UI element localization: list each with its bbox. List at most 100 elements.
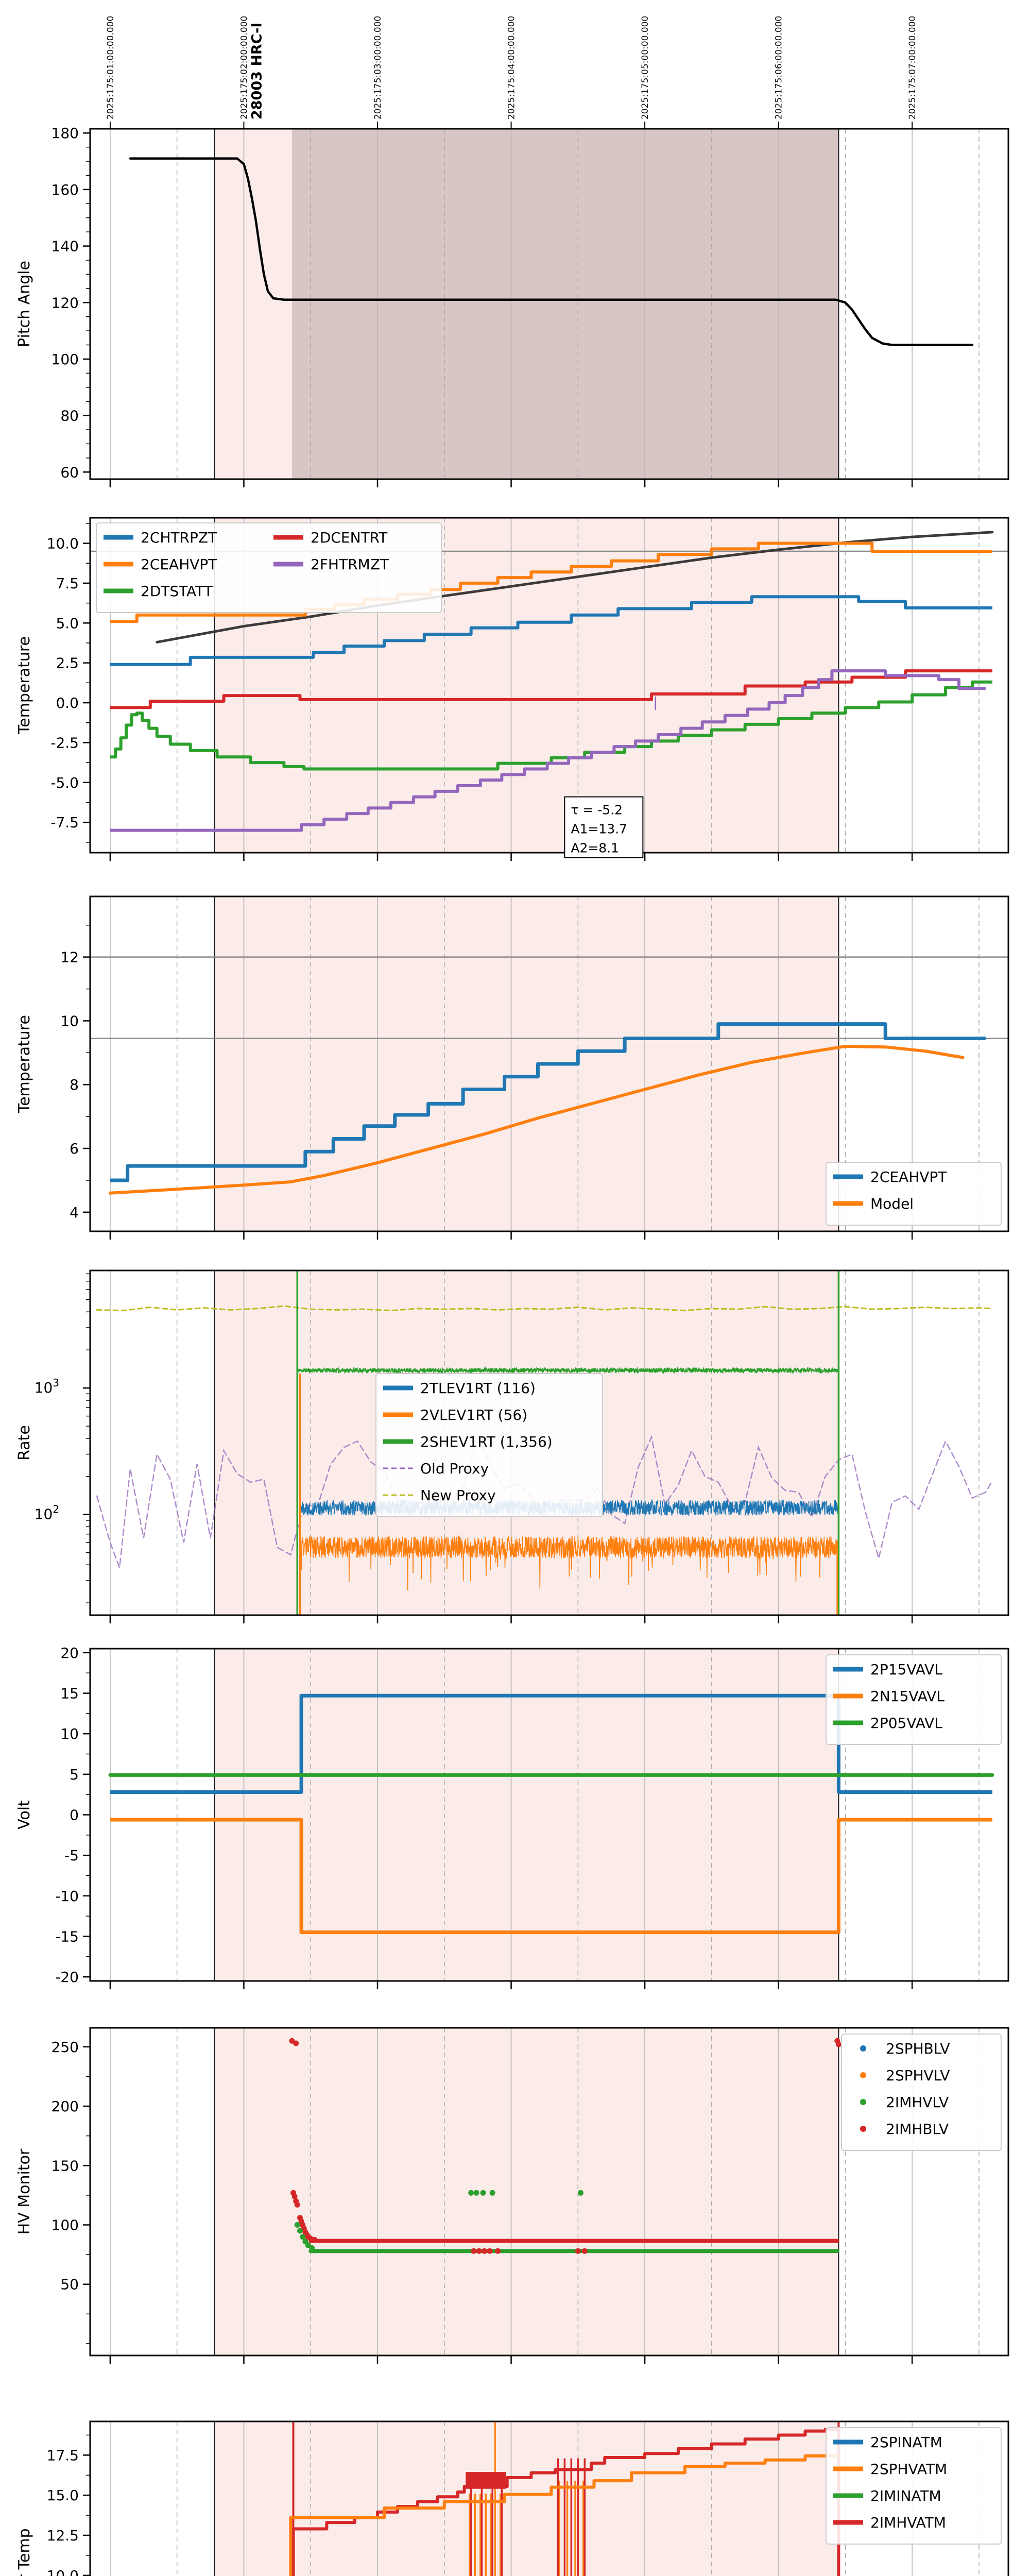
point-2IMHVLV [309,2245,315,2251]
fit-annotation-line: A1=13.7 [571,822,627,837]
legend-marker-dot [860,2072,866,2078]
y-tick-label: 180 [52,125,79,142]
y-tick-label: 103 [35,1377,59,1396]
y-tick-label: 50 [60,2276,79,2293]
y-tick-label: 100 [52,351,79,368]
legend-label: 2SPHVLV [886,2067,950,2084]
utc-time-label: 2025:175:04:00:00.000 [507,16,517,120]
point-2IMHBLV [495,2248,501,2254]
plot-area-pitch-angle [110,129,980,479]
plot-area-detector-temp [110,2421,980,2576]
utc-time-label: 2025:175:05:00:00.000 [640,16,650,120]
point-2IMHVLV [577,2190,583,2196]
fit-annotation-line: τ = -5.2 [571,803,623,818]
y-tick-label: 7.5 [56,575,79,592]
y-tick-label: 2.5 [56,655,79,672]
series-2IMHVATM [291,2428,840,2576]
legend-label: 2DTSTATT [141,583,213,600]
y-tick-label: 12.5 [47,2527,79,2544]
legend-label: 2SPHBLV [886,2040,950,2057]
y-axis-title: Volt [15,1800,33,1829]
legend-label: 2IMHBLV [886,2121,949,2138]
series-2DCENTRT [110,669,992,709]
legend-label: 2P15VAVL [870,1661,942,1678]
point-2IMHBLV [482,2248,488,2254]
point-2IMHVLV [480,2190,486,2196]
y-tick-label: 10 [60,1725,79,1742]
y-tick-label: 6 [70,1140,79,1157]
plot-temperature-1: -7.5 -5.0 -2.5 0.0 2.5 5.0 7.5 10.0 Temperature τ… [15,517,1009,861]
legend-label: 2P05VAVL [870,1715,942,1732]
legend-label: 2IMHVLV [886,2094,949,2111]
y-tick-label: -5 [64,1847,79,1864]
legend-marker-dot [860,2099,866,2105]
series-2VLEV1RT [301,1535,839,1590]
y-axis-title: Detector Temp [15,2528,33,2576]
y-tick-label: 5.0 [56,615,79,632]
point-2IMHBLV [312,2236,318,2243]
y-tick-label: 12 [60,949,79,966]
y-axis-title: Rate [15,1425,33,1461]
legend-label: 2SHEV1RT (1,356) [420,1433,553,1450]
science-region [291,129,839,479]
plot-area-temperature-2 [90,896,1008,1231]
series-2CEAHVPT [110,1022,986,1182]
plot-area-volt [108,1649,994,1981]
y-tick-label: 80 [60,408,79,425]
legend-label: 2CEAHVPT [141,556,217,573]
axes-spines [89,128,1009,480]
axes-spines [89,2027,1009,2357]
utc-time-label: 2025:175:03:00:00.000 [373,16,383,120]
y-tick-label: 10.0 [47,535,79,552]
y-tick-label: 10 [60,1012,79,1029]
y-tick-label: 60 [60,464,79,481]
y-tick-label: 0 [70,1807,79,1824]
utc-time-label: 2025:175:07:00:00.000 [907,16,918,120]
y-tick-label: -7.5 [50,814,79,831]
legend: 2SPINATM 2SPHVATM 2IMINATM 2IMHVATM [826,2427,1002,2545]
y-tick-label: 8 [70,1076,79,1093]
y-tick-label: 200 [52,2098,79,2115]
point-2IMHBLV [293,2040,299,2046]
legend-label: 2CEAHVPT [870,1168,947,1185]
utc-time-label: 2025:175:06:00:00.000 [774,16,784,120]
legend-label: 2SPHVATM [870,2461,947,2478]
plot-rate: 102 103 Rate 2TLEV1RT (116) 2VLEV1RT (56) 2SH… [15,1269,1009,1623]
series-2CHTRPZT [110,595,992,666]
top-ruler: 2025:175:01:00:00.000 2025:175:02:00:00.0… [106,16,918,129]
series-pitch [129,157,974,346]
legend-label: Old Proxy [420,1460,489,1477]
y-tick-label: 100 [52,2217,79,2234]
series-Model [108,1044,965,1195]
utc-time-label: 2025:175:02:00:00.000 [239,16,249,120]
fit-annotation-box [564,796,644,858]
legend-box [375,1373,603,1517]
y-tick-label: -15 [55,1928,79,1945]
utc-time-label: 2025:175:01:00:00.000 [106,16,116,120]
y-tick-label: -5.0 [50,774,79,791]
point-2IMHBLV [487,2248,493,2254]
y-tick-label: 250 [52,2039,79,2056]
legend: 2CHTRPZT 2CEAHVPT 2DTSTATT 2DCENTRT 2FHTRMZT [96,522,442,613]
legend-label: 2IMINATM [870,2487,941,2504]
plot-area-hv-monitor [110,2028,980,2355]
legend-label: 2VLEV1RT (56) [420,1406,527,1423]
legend-box [826,2427,1002,2545]
y-axis-title: Pitch Angle [15,261,33,347]
fit-annotation-line: A2=8.1 [571,841,619,856]
legend-label: 2IMHVATM [870,2514,946,2531]
legend-box [841,2033,1002,2151]
point-2IMHBLV [291,2193,298,2199]
y-tick-label: -20 [55,1969,79,1986]
point-2IMHBLV [575,2248,581,2254]
legend-label: 2FHTRMZT [311,556,389,573]
plot-hv-monitor: 50 100 150 200 250 HV Monitor 2SPHBLV 2SPHVLV 2I… [15,2027,1009,2364]
legend-box [826,1654,1002,1745]
plot-temperature-2: 4 6 8 10 12 Temperature 2CEAHVPT Model [15,895,1009,1240]
point-2IMHVLV [305,2242,311,2248]
obsid-label: 28003 HRC-I [249,23,265,120]
legend: 2TLEV1RT (116) 2VLEV1RT (56) 2SHEV1RT (1,3… [375,1373,603,1517]
point-2IMHBLV [471,2248,477,2254]
